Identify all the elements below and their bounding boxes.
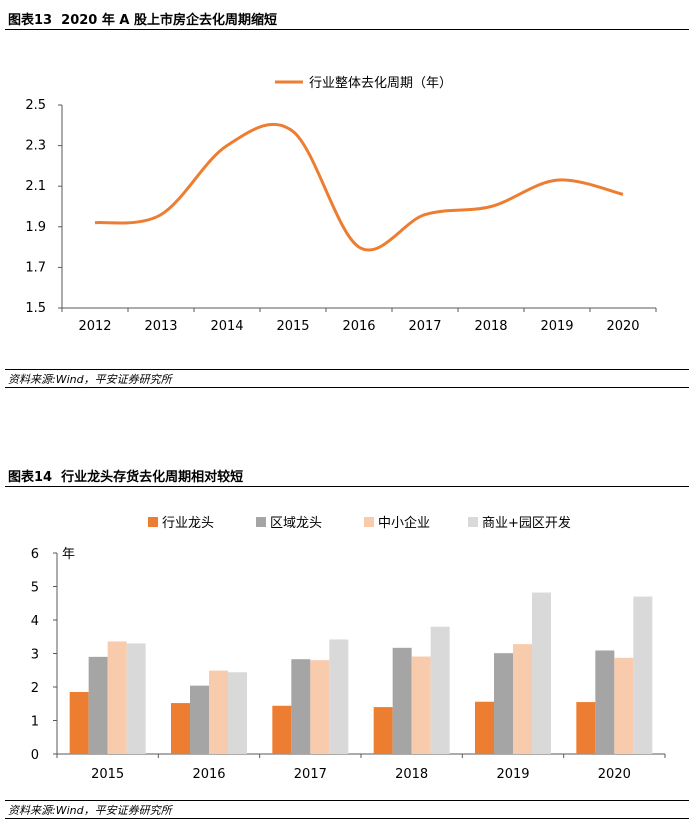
x-tick-label: 2020 [606, 319, 639, 334]
legend-swatch [364, 517, 374, 527]
x-tick-label: 2017 [408, 319, 441, 334]
chart13-source-rule [5, 369, 689, 370]
y-tick-label: 2 [31, 681, 39, 696]
bar [329, 639, 349, 754]
bar [190, 685, 209, 754]
y-tick-label: 1.9 [25, 220, 46, 235]
y-tick-label: 2.3 [25, 139, 46, 154]
x-tick-label: 2015 [276, 319, 309, 334]
x-tick-label: 2019 [540, 319, 573, 334]
y-tick-label: 3 [31, 648, 39, 663]
chart13-source: 资料来源:Wind，平安证券研究所 [8, 373, 172, 386]
y-tick-label: 2.5 [25, 98, 46, 113]
x-tick-label: 2016 [192, 767, 225, 782]
y-tick-label: 6 [31, 547, 39, 562]
bar [614, 657, 634, 754]
chart13-title-rule [5, 29, 689, 30]
bar [532, 592, 551, 754]
y-tick-label: 5 [31, 581, 39, 596]
bar [228, 672, 247, 754]
chart14-source: 资料来源:Wind，平安证券研究所 [8, 804, 172, 817]
bar [494, 653, 513, 754]
y-axis-unit-label: 年 [62, 547, 75, 562]
bar [392, 647, 412, 754]
bar [373, 707, 393, 754]
chart14-bottom-rule [5, 818, 689, 819]
y-tick-label: 0 [31, 748, 39, 763]
legend-label: 区域龙头 [270, 516, 322, 531]
bar [411, 656, 431, 754]
bar [430, 626, 450, 754]
legend-swatch [256, 517, 266, 527]
bar [88, 656, 108, 754]
x-tick-label: 2018 [474, 319, 507, 334]
bar [291, 659, 311, 754]
bar [69, 692, 89, 754]
y-tick-label: 1 [31, 715, 39, 730]
legend-label: 行业龙头 [162, 516, 214, 531]
x-tick-label: 2014 [210, 319, 243, 334]
y-tick-label: 1.5 [25, 301, 46, 316]
bar [576, 702, 596, 754]
x-tick-label: 2020 [598, 767, 631, 782]
legend-label: 行业整体去化周期（年） [309, 76, 452, 91]
legend-label: 商业+园区开发 [482, 515, 571, 531]
bar [171, 703, 190, 754]
chart14-source-rule [5, 800, 689, 801]
x-tick-label: 2015 [91, 767, 124, 782]
x-tick-label: 2018 [395, 767, 428, 782]
legend-swatch [468, 517, 478, 527]
series-line-industry [94, 122, 624, 252]
chart14-title: 图表14 行业龙头存货去化周期相对较短 [8, 470, 244, 485]
x-tick-label: 2013 [144, 319, 177, 334]
chart14-plot: 0 1 2 3 4 5 6 年 2015 2016 2017 2018 2019 2020 行业龙头 区域龙头… [31, 515, 666, 782]
bar [633, 596, 653, 754]
legend-label: 中小企业 [378, 515, 430, 531]
bar [209, 670, 228, 754]
y-tick-label: 1.7 [25, 260, 46, 275]
bar [310, 660, 330, 754]
x-tick-label: 2019 [496, 767, 529, 782]
chart13-bottom-rule [5, 387, 689, 388]
y-tick-label: 4 [31, 614, 39, 629]
chart13-plot: 2.5 2.3 2.1 1.9 1.7 1.5 2012 2013 2014 2015 2016 20… [25, 76, 657, 334]
bar [513, 644, 532, 754]
bar [475, 701, 494, 754]
chart13-title: 图表13 2020 年 A 股上市房企去化周期缩短 [8, 13, 277, 28]
bar [272, 705, 292, 754]
x-tick-label: 2012 [78, 319, 111, 334]
chart14-title-rule [5, 486, 689, 487]
bar [126, 643, 146, 754]
y-tick-label: 2.1 [25, 179, 46, 194]
x-tick-label: 2017 [294, 767, 327, 782]
legend-swatch [148, 517, 158, 527]
bar [595, 650, 615, 754]
x-tick-label: 2016 [342, 319, 375, 334]
bar [107, 641, 127, 754]
